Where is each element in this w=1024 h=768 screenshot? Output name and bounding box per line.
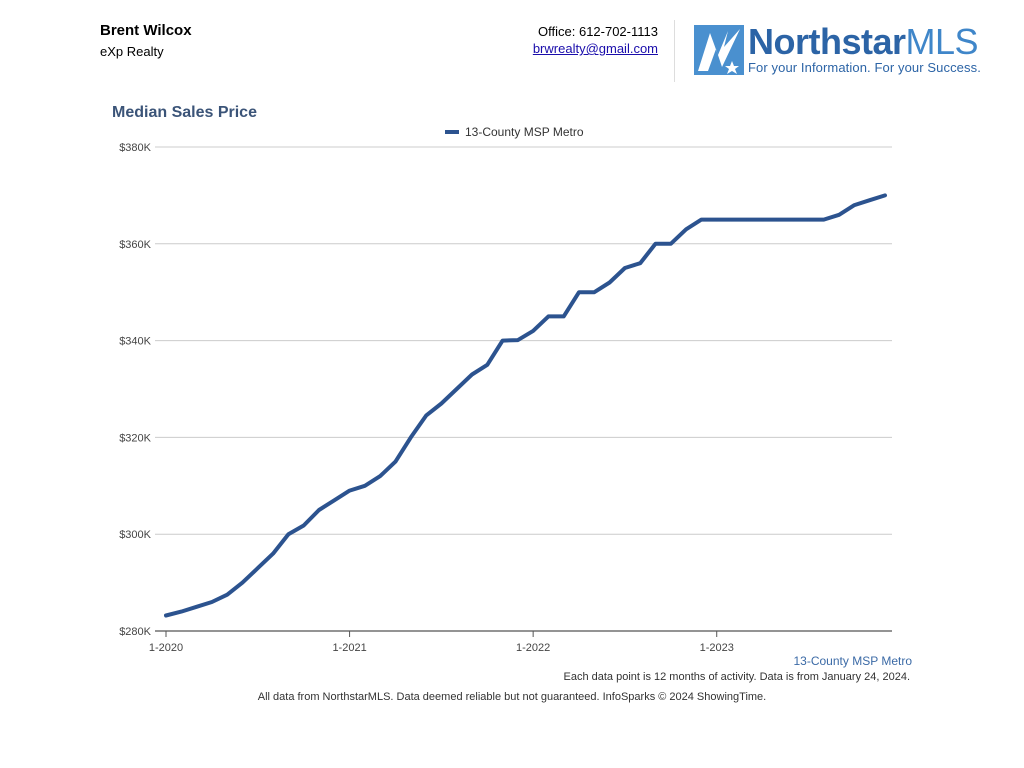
data-point <box>761 218 765 222</box>
data-point <box>501 339 505 343</box>
data-point <box>715 218 719 222</box>
data-point <box>883 193 887 197</box>
logo-brand-suffix: MLS <box>905 21 979 62</box>
data-point <box>455 387 459 391</box>
office-phone: Office: 612-702-1113 <box>538 24 658 39</box>
contact-block: Office: 612-702-1113 brwrealty@gmail.com <box>533 23 658 57</box>
data-point <box>638 261 642 265</box>
legend-label: 13-County MSP Metro <box>465 125 584 139</box>
series-line <box>164 193 887 618</box>
data-point <box>837 213 841 217</box>
y-tick-label: $320K <box>119 432 151 444</box>
logo-brand: Northstar <box>748 21 906 62</box>
chart-title: Median Sales Price <box>112 104 257 121</box>
logo-tagline: For your Information. For your Success. <box>748 60 981 75</box>
data-point <box>852 203 856 207</box>
data-point <box>348 489 352 493</box>
star-mark-icon <box>694 25 744 75</box>
data-point <box>562 314 566 318</box>
agent-name: Brent Wilcox <box>100 22 192 39</box>
data-point <box>485 363 489 367</box>
data-point <box>822 218 826 222</box>
data-point <box>577 290 581 294</box>
x-tick-label: 1-2022 <box>516 642 550 654</box>
x-tick-label: 1-2023 <box>700 642 734 654</box>
data-point <box>531 329 535 333</box>
logo-wordmark: NorthstarMLS <box>748 21 979 62</box>
data-point <box>546 314 550 318</box>
data-point <box>179 610 183 614</box>
x-tick-label: 1-2021 <box>332 642 366 654</box>
y-tick-label: $280K <box>119 626 151 638</box>
agent-company: eXp Realty <box>100 44 164 59</box>
data-point <box>225 593 229 597</box>
data-point <box>195 605 199 609</box>
data-point <box>256 566 260 570</box>
northstar-logo: NorthstarMLS For your Information. For y… <box>694 22 994 78</box>
data-point <box>393 460 397 464</box>
data-point <box>332 498 336 502</box>
data-point <box>745 218 749 222</box>
chart-source-label: 13-County MSP Metro <box>793 654 913 668</box>
y-tick-label: $380K <box>119 142 151 154</box>
data-point <box>409 435 413 439</box>
data-point <box>470 372 474 376</box>
data-point <box>271 552 275 556</box>
data-point <box>240 581 244 585</box>
y-tick-label: $340K <box>119 336 151 348</box>
data-point <box>516 338 520 342</box>
data-point <box>776 218 780 222</box>
data-point <box>363 484 367 488</box>
data-point <box>623 266 627 270</box>
data-point <box>439 402 443 406</box>
data-point <box>730 218 734 222</box>
data-point <box>654 242 658 246</box>
data-point <box>669 242 673 246</box>
data-point <box>378 474 382 478</box>
email-link[interactable]: brwrealty@gmail.com <box>532 41 658 56</box>
data-point <box>791 218 795 222</box>
header-divider <box>674 20 675 82</box>
data-point <box>424 414 428 418</box>
data-point <box>684 227 688 231</box>
data-point <box>608 281 612 285</box>
data-point <box>699 218 703 222</box>
data-note: Each data point is 12 months of activity… <box>563 671 910 683</box>
y-tick-label: $360K <box>119 239 151 251</box>
data-point <box>317 508 321 512</box>
data-point <box>302 523 306 527</box>
y-tick-label: $300K <box>119 529 151 541</box>
data-point <box>868 198 872 202</box>
x-tick-label: 1-2020 <box>149 642 183 654</box>
data-point <box>210 600 214 604</box>
data-point <box>592 290 596 294</box>
data-point <box>286 532 290 536</box>
data-point <box>164 614 168 618</box>
disclaimer: All data from NorthstarMLS. Data deemed … <box>257 691 767 703</box>
data-point <box>807 218 811 222</box>
